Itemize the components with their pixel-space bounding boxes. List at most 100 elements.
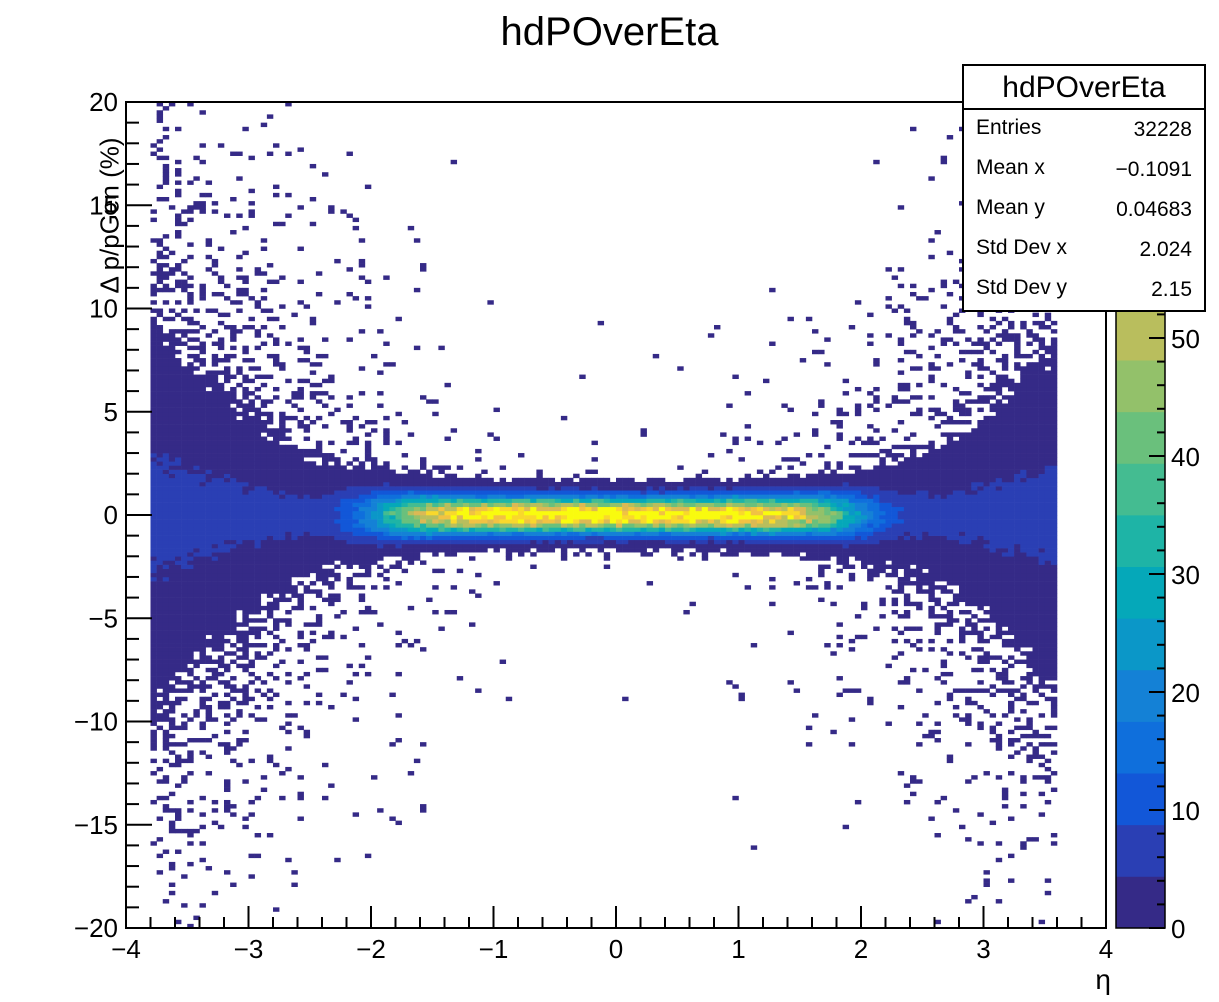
heatmap-cell [279, 585, 286, 590]
heatmap-cell [499, 506, 507, 512]
heatmap-cell [763, 506, 770, 512]
heatmap-cell [328, 440, 335, 446]
heatmap-cell [364, 564, 372, 569]
heatmap-cell [291, 465, 298, 470]
heatmap-cell [628, 519, 635, 524]
heatmap-cell [885, 498, 892, 503]
heatmap-cell [193, 498, 200, 503]
heatmap-cell [579, 515, 586, 520]
heatmap-cell [714, 535, 721, 541]
heatmap-cell [854, 502, 862, 508]
heatmap-cell [732, 572, 739, 578]
heatmap-cell [671, 490, 678, 495]
heatmap-cell [530, 481, 537, 487]
heatmap-cell [193, 382, 200, 388]
heatmap-cell [156, 448, 164, 454]
heatmap-cell [181, 283, 188, 289]
heatmap-cell [818, 535, 825, 541]
heatmap-cell [236, 436, 243, 441]
heatmap-cell [407, 469, 415, 474]
heatmap-cell [940, 680, 948, 685]
heatmap-cell [542, 490, 549, 495]
heatmap-cell [389, 552, 396, 557]
heatmap-cell [175, 386, 182, 392]
heatmap-cell [824, 523, 831, 528]
heatmap-cell [242, 548, 249, 553]
heatmap-cell [181, 316, 188, 322]
heatmap-cell [224, 576, 231, 582]
heatmap-cell [297, 605, 304, 611]
heatmap-cell [903, 465, 911, 470]
heatmap-cell [291, 527, 298, 532]
heatmap-cell [156, 370, 164, 375]
heatmap-cell [322, 498, 329, 503]
heatmap-cell [199, 630, 206, 636]
heatmap-cell [236, 589, 243, 594]
heatmap-cell [260, 374, 268, 380]
heatmap-cell [199, 415, 206, 421]
heatmap-cell [616, 510, 623, 516]
heatmap-cell [371, 473, 378, 479]
heatmap-cell [560, 481, 568, 487]
heatmap-cell [217, 663, 225, 669]
heatmap-cell [260, 605, 268, 611]
heatmap-cell [628, 498, 635, 503]
heatmap-cell [217, 680, 225, 685]
heatmap-cell [266, 151, 274, 156]
heatmap-cell [150, 391, 157, 396]
heatmap-cell [266, 411, 274, 417]
heatmap-cell [168, 704, 176, 710]
heatmap-cell [248, 812, 255, 817]
heatmap-cell [236, 486, 243, 491]
heatmap-cell [248, 605, 255, 611]
heatmap-cell [358, 609, 366, 615]
heatmap-cell [242, 519, 249, 524]
heatmap-cell [175, 432, 182, 437]
heatmap-cell [346, 424, 353, 429]
heatmap-cell [867, 556, 874, 561]
heatmap-cell [242, 643, 249, 648]
heatmap-cell [248, 378, 255, 384]
heatmap-cell [885, 296, 892, 301]
heatmap-cell [622, 494, 629, 499]
heatmap-cell [315, 576, 323, 582]
heatmap-cell [940, 647, 948, 652]
heatmap-cell [162, 779, 170, 784]
heatmap-cell [168, 576, 176, 582]
heatmap-cell [364, 420, 372, 425]
heatmap-cell [389, 742, 396, 747]
heatmap-cell [260, 519, 268, 524]
heatmap-cell [242, 225, 249, 231]
heatmap-cell [242, 502, 249, 508]
heatmap-cell [297, 477, 304, 483]
heatmap-cell [922, 461, 929, 466]
heatmap-cell [585, 543, 592, 549]
heatmap-cell [346, 395, 353, 400]
heatmap-cell [168, 882, 176, 887]
heatmap-cell [236, 428, 243, 433]
heatmap-cell [377, 486, 384, 491]
heatmap-cell [922, 515, 929, 520]
heatmap-cell [818, 490, 825, 495]
heatmap-cell [254, 630, 262, 636]
heatmap-cell [842, 481, 850, 487]
heatmap-cell [812, 556, 819, 561]
heatmap-cell [291, 490, 298, 495]
heatmap-cell [254, 589, 262, 594]
heatmap-cell [793, 527, 801, 532]
heatmap-cell [707, 477, 715, 483]
heatmap-cell [175, 552, 182, 557]
heatmap-cell [401, 638, 409, 644]
heatmap-cell [812, 502, 819, 508]
heatmap-cell [481, 481, 488, 487]
heatmap-cell [236, 560, 243, 565]
heatmap-cell [150, 576, 157, 582]
heatmap-cell [597, 498, 605, 503]
heatmap-cell [162, 424, 170, 429]
heatmap-cell [812, 428, 819, 433]
heatmap-cell [236, 539, 243, 545]
heatmap-cell [560, 539, 568, 545]
heatmap-cell [891, 519, 899, 524]
heatmap-cell [236, 700, 243, 706]
heatmap-cell [322, 172, 329, 177]
